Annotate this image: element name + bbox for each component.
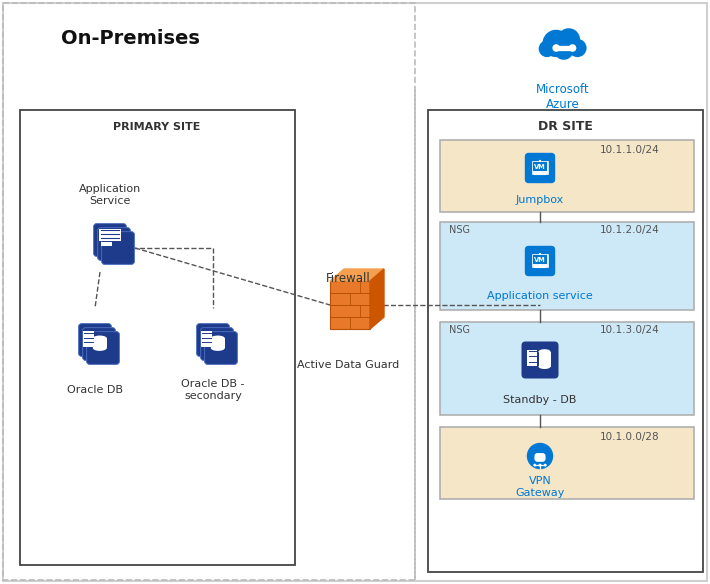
Text: Oracle DB -
secondary: Oracle DB - secondary [181,379,245,401]
Ellipse shape [538,349,550,354]
FancyBboxPatch shape [102,232,134,265]
FancyBboxPatch shape [93,338,106,348]
Ellipse shape [93,336,106,341]
FancyBboxPatch shape [211,338,225,348]
Circle shape [527,443,553,469]
Text: Standby - DB: Standby - DB [503,395,577,405]
Text: Application
Service: Application Service [79,184,141,206]
Circle shape [533,464,536,467]
FancyBboxPatch shape [528,349,537,366]
Bar [330,281,370,329]
Bar [3,3,415,580]
FancyBboxPatch shape [525,246,555,276]
FancyBboxPatch shape [522,342,559,378]
FancyBboxPatch shape [201,331,212,347]
FancyBboxPatch shape [538,352,550,367]
Bar [20,110,295,565]
Circle shape [544,464,547,467]
Circle shape [539,40,555,57]
Bar [440,322,694,415]
Text: 10.1.2.0/24: 10.1.2.0/24 [600,225,660,235]
Circle shape [557,28,580,51]
FancyBboxPatch shape [197,324,229,356]
Ellipse shape [211,345,225,351]
FancyBboxPatch shape [99,229,121,241]
Bar [440,140,694,212]
FancyBboxPatch shape [535,453,545,462]
Circle shape [542,30,570,57]
Text: Jumpbox: Jumpbox [516,195,564,205]
Text: Active Data Guard: Active Data Guard [297,360,399,370]
Polygon shape [370,269,384,329]
Text: VM: VM [534,164,546,170]
Text: Microsoft
Azure: Microsoft Azure [536,83,590,111]
Text: NSG: NSG [449,225,470,235]
FancyBboxPatch shape [83,331,94,347]
FancyBboxPatch shape [532,161,548,173]
FancyBboxPatch shape [79,324,111,356]
Text: 10.1.1.0/24: 10.1.1.0/24 [600,145,660,155]
Ellipse shape [93,345,106,351]
Text: Oracle DB: Oracle DB [67,385,123,395]
Text: VPN
Gateway: VPN Gateway [515,476,564,498]
Text: Application service: Application service [487,291,593,301]
FancyBboxPatch shape [87,332,119,364]
Circle shape [539,464,542,467]
Text: PRIMARY SITE: PRIMARY SITE [114,122,201,132]
Bar [440,222,694,310]
Ellipse shape [211,336,225,341]
Circle shape [552,44,560,52]
FancyBboxPatch shape [201,328,234,360]
Bar [440,427,694,499]
FancyBboxPatch shape [533,162,547,171]
Circle shape [568,39,586,57]
Bar [428,110,703,572]
FancyBboxPatch shape [204,332,237,364]
Text: 10.1.0.0/28: 10.1.0.0/28 [600,432,660,442]
Circle shape [569,44,577,52]
Circle shape [554,40,574,60]
FancyBboxPatch shape [101,242,112,246]
Text: 10.1.3.0/24: 10.1.3.0/24 [600,325,660,335]
FancyBboxPatch shape [525,153,555,183]
FancyBboxPatch shape [533,255,547,265]
Text: NSG: NSG [449,325,470,335]
Text: Firewall: Firewall [326,272,371,284]
Text: On-Premises: On-Premises [60,29,200,47]
FancyBboxPatch shape [94,224,126,256]
Text: DR SITE: DR SITE [537,120,592,134]
FancyBboxPatch shape [98,228,131,260]
Polygon shape [330,269,384,281]
Ellipse shape [538,364,550,369]
FancyBboxPatch shape [532,254,548,267]
Text: VM: VM [534,257,546,263]
FancyBboxPatch shape [82,328,115,360]
